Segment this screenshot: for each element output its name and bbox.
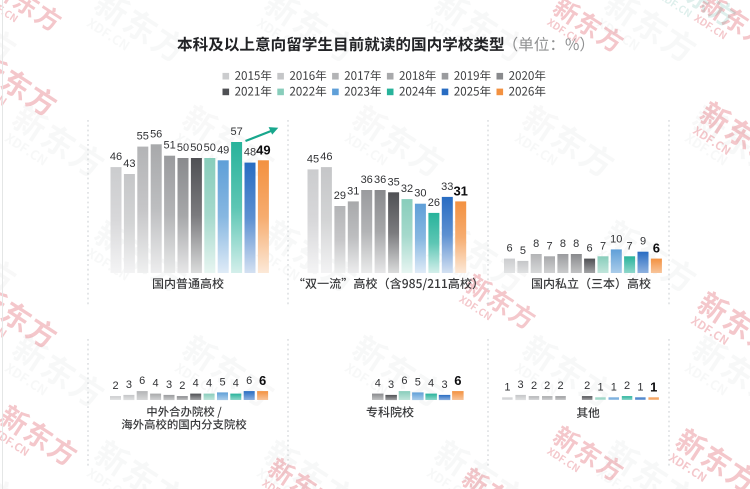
- svg-text:3: 3: [166, 379, 172, 391]
- svg-text:5: 5: [415, 376, 421, 388]
- svg-text:50: 50: [190, 142, 202, 154]
- svg-text:46: 46: [110, 151, 122, 163]
- svg-text:49: 49: [217, 144, 229, 156]
- svg-text:1: 1: [597, 381, 603, 393]
- svg-text:1: 1: [637, 381, 643, 393]
- svg-text:6: 6: [454, 373, 461, 388]
- svg-text:7: 7: [546, 240, 552, 252]
- svg-text:31: 31: [453, 183, 467, 198]
- svg-text:50: 50: [177, 142, 189, 154]
- svg-text:2: 2: [531, 380, 537, 392]
- svg-text:1: 1: [650, 379, 657, 394]
- svg-text:10: 10: [610, 233, 622, 245]
- svg-text:8: 8: [573, 238, 579, 250]
- svg-text:32: 32: [401, 183, 413, 195]
- svg-text:55: 55: [137, 131, 149, 143]
- svg-text:4: 4: [193, 378, 199, 390]
- svg-text:36: 36: [374, 174, 386, 186]
- svg-text:9: 9: [640, 236, 646, 248]
- svg-text:31: 31: [347, 185, 359, 197]
- svg-text:6: 6: [246, 375, 252, 387]
- svg-text:1: 1: [504, 381, 510, 393]
- svg-text:49: 49: [256, 142, 270, 157]
- svg-text:5: 5: [219, 376, 225, 388]
- svg-text:46: 46: [320, 151, 332, 163]
- svg-text:4: 4: [233, 378, 239, 390]
- svg-text:33: 33: [441, 181, 453, 193]
- svg-text:30: 30: [414, 188, 426, 200]
- svg-text:3: 3: [126, 379, 132, 391]
- svg-text:2: 2: [624, 380, 630, 392]
- svg-text:48: 48: [244, 147, 256, 159]
- svg-text:4: 4: [206, 378, 212, 390]
- svg-text:57: 57: [230, 126, 242, 138]
- svg-text:36: 36: [361, 174, 373, 186]
- svg-text:3: 3: [441, 379, 447, 391]
- svg-text:4: 4: [428, 378, 434, 390]
- svg-text:3: 3: [388, 379, 394, 391]
- svg-text:50: 50: [204, 142, 216, 154]
- svg-text:35: 35: [387, 176, 399, 188]
- svg-text:4: 4: [153, 378, 159, 390]
- svg-text:7: 7: [627, 240, 633, 252]
- svg-text:2: 2: [112, 380, 118, 392]
- svg-text:6: 6: [653, 241, 660, 256]
- svg-text:6: 6: [506, 243, 512, 255]
- svg-text:4: 4: [375, 378, 381, 390]
- svg-text:7: 7: [600, 240, 606, 252]
- svg-text:2: 2: [179, 380, 185, 392]
- svg-text:6: 6: [139, 375, 145, 387]
- svg-text:2: 2: [544, 380, 550, 392]
- svg-text:2: 2: [558, 380, 564, 392]
- svg-text:29: 29: [334, 190, 346, 202]
- svg-text:45: 45: [307, 153, 319, 165]
- svg-text:56: 56: [150, 128, 162, 140]
- svg-text:51: 51: [163, 140, 175, 152]
- svg-text:1: 1: [611, 381, 617, 393]
- svg-text:6: 6: [401, 375, 407, 387]
- svg-text:26: 26: [428, 197, 440, 209]
- svg-text:8: 8: [533, 238, 539, 250]
- svg-text:6: 6: [259, 373, 266, 388]
- svg-text:43: 43: [123, 158, 135, 170]
- svg-text:2: 2: [584, 380, 590, 392]
- svg-text:6: 6: [587, 243, 593, 255]
- svg-text:3: 3: [518, 379, 524, 391]
- svg-text:5: 5: [520, 245, 526, 257]
- svg-text:8: 8: [560, 238, 566, 250]
